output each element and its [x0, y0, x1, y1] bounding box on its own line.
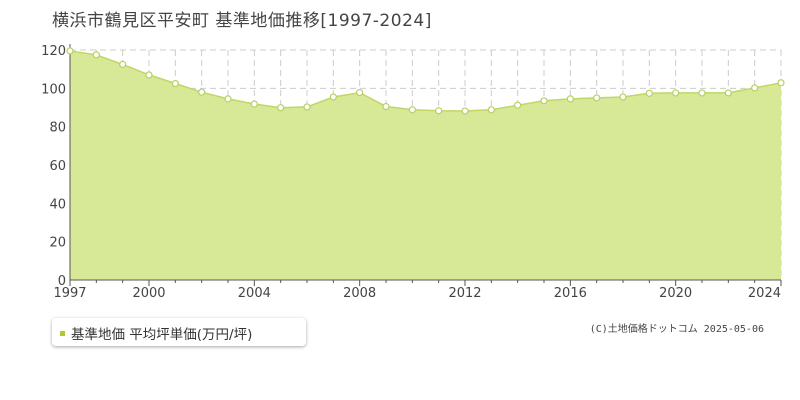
axis-layer: [69, 44, 782, 286]
tick-label-layer: 0 20 40 60 80 100 120 1997 2000 2004 2008 2012 2016 2…: [41, 44, 781, 301]
x-tick-label: 2024: [748, 286, 781, 301]
data-point: [540, 97, 548, 105]
x-tick-label: 2000: [132, 286, 165, 301]
data-point: [487, 106, 495, 114]
y-tick-label: 0: [58, 274, 66, 289]
y-tick-label: 20: [49, 236, 66, 251]
data-point: [593, 94, 601, 102]
data-point: [198, 88, 206, 96]
data-point: [435, 107, 443, 115]
data-point: [145, 71, 153, 79]
data-point: [698, 89, 706, 97]
data-point: [224, 95, 232, 103]
legend-label: 基準地価 平均坪単価(万円/坪): [71, 327, 253, 343]
data-point: [514, 101, 522, 109]
data-point: [408, 106, 416, 114]
data-point: [329, 93, 337, 101]
x-tick-label: 1997: [53, 286, 86, 301]
legend: 基準地価 平均坪単価(万円/坪): [52, 318, 306, 346]
y-tick-label: 120: [41, 44, 66, 59]
data-point: [250, 100, 258, 108]
data-point: [566, 95, 574, 103]
area-fill: [70, 51, 781, 280]
y-tick-label: 40: [49, 197, 66, 212]
x-tick-label: 2016: [554, 286, 587, 301]
data-point: [171, 79, 179, 88]
y-tick-label: 100: [41, 82, 66, 97]
copyright: (C)土地価格ドットコム 2025-05-06: [589, 324, 764, 335]
series-line: [69, 50, 782, 112]
marker-layer: [66, 47, 785, 115]
x-tick-label: 2008: [343, 286, 376, 301]
data-point: [356, 88, 364, 97]
y-tick-label: 80: [49, 121, 66, 136]
data-point: [751, 84, 759, 92]
data-point: [119, 60, 127, 68]
data-point: [66, 47, 74, 55]
legend-marker: [60, 330, 65, 336]
y-tick-label: 60: [49, 159, 66, 174]
x-tick-label: 2020: [659, 286, 692, 301]
data-point: [672, 89, 680, 97]
chart-title: 横浜市鶴見区平安町 基準地価推移[1997-2024]: [52, 11, 432, 31]
data-point: [461, 107, 469, 115]
data-point: [619, 93, 627, 101]
data-point: [777, 79, 785, 87]
x-tick-label: 2004: [238, 286, 271, 301]
data-point: [277, 104, 285, 112]
data-point: [724, 89, 732, 97]
data-point: [645, 89, 653, 97]
x-tick-label: 2012: [448, 286, 481, 301]
data-point: [303, 103, 311, 111]
data-point: [382, 102, 390, 111]
data-point: [92, 51, 100, 59]
